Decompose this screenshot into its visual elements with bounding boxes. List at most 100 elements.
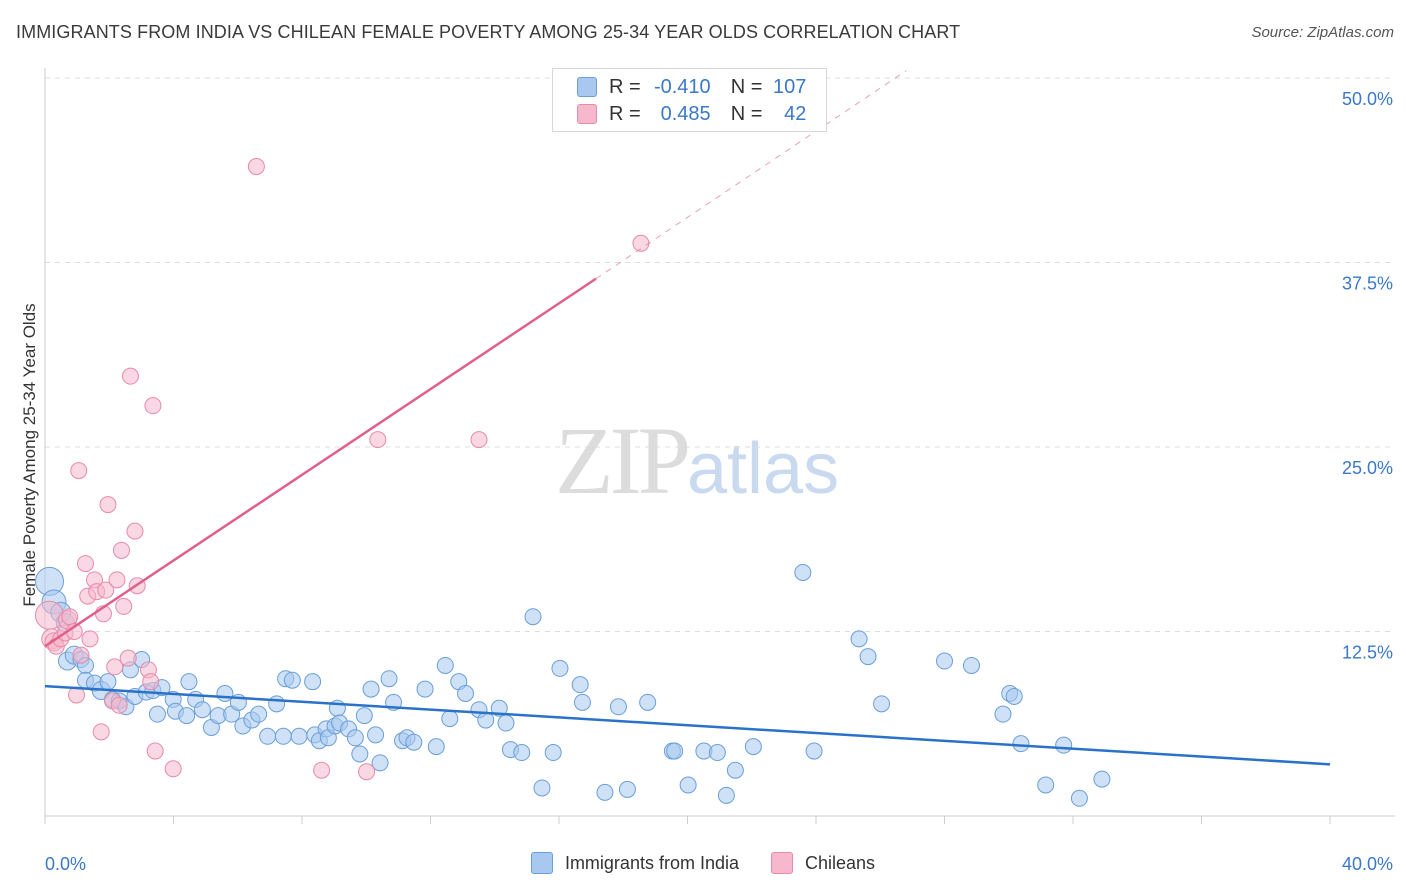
chile-point — [110, 696, 128, 714]
india-point — [346, 729, 364, 747]
india-point — [178, 707, 196, 725]
india-point — [1037, 776, 1055, 794]
n-label: N = — [730, 102, 763, 125]
india-point — [193, 701, 211, 719]
india-point — [436, 656, 454, 674]
chile-point — [81, 630, 99, 648]
india-point — [533, 779, 551, 797]
chile-point — [108, 571, 126, 589]
india-point — [1055, 736, 1073, 754]
chile-point — [72, 646, 90, 664]
india-point — [1070, 789, 1088, 807]
india-point — [99, 673, 117, 691]
chile-point — [142, 673, 160, 691]
india-point — [1012, 735, 1030, 753]
india-point — [259, 727, 277, 745]
india-point — [859, 648, 877, 666]
india-point — [250, 705, 268, 723]
india-point — [274, 727, 292, 745]
india-point — [744, 738, 762, 756]
chile-point — [369, 431, 387, 449]
india-point — [524, 608, 542, 626]
chile-point — [99, 496, 117, 514]
india-point — [351, 745, 369, 763]
legend-item-chileans[interactable]: Chileans — [771, 852, 875, 874]
india-point — [441, 710, 459, 728]
india-point — [1093, 770, 1111, 788]
stats-legend-row-chile: R = 0.485 N = 42 — [577, 102, 806, 126]
india-point — [380, 670, 398, 688]
chile-point — [119, 649, 137, 667]
india-point — [355, 707, 373, 725]
x-tick-label: 40.0% — [1342, 854, 1393, 874]
india-point — [962, 656, 980, 674]
chile-trend-extension — [595, 70, 907, 280]
india-point — [216, 684, 234, 702]
r-value: 0.485 — [660, 102, 711, 125]
legend-label: Immigrants from India — [564, 852, 739, 873]
india-point — [794, 563, 812, 581]
y-tick-label: 12.5% — [1342, 643, 1393, 663]
watermark-atlas: atlas — [687, 429, 840, 509]
chile-point — [164, 760, 182, 778]
india-trend-line — [44, 684, 1331, 766]
india-point — [805, 742, 823, 760]
r-label: R = — [609, 75, 641, 98]
india-point — [679, 776, 697, 794]
india-point — [362, 680, 380, 698]
india-point — [551, 659, 569, 677]
chile-point — [97, 581, 115, 599]
india-point — [544, 744, 562, 762]
chile-point — [112, 541, 130, 559]
y-tick-label: 25.0% — [1342, 458, 1393, 478]
chile-point — [247, 158, 265, 176]
india-point — [618, 780, 636, 798]
chile-swatch — [771, 852, 793, 874]
chile-swatch — [577, 104, 597, 124]
india-point — [457, 684, 475, 702]
india-swatch — [577, 77, 597, 97]
chile-point — [121, 367, 139, 385]
india-point — [596, 783, 614, 801]
india-point — [416, 680, 434, 698]
chile-trend-line — [44, 277, 597, 648]
watermark-zip: ZIP — [555, 407, 691, 514]
x-tick-label: 0.0% — [45, 854, 86, 874]
india-point — [573, 693, 591, 711]
india-point — [367, 726, 385, 744]
india-point — [148, 705, 166, 723]
india-point — [639, 693, 657, 711]
chile-point — [70, 462, 88, 480]
chile-point — [126, 522, 144, 540]
india-point — [497, 714, 515, 732]
india-point — [371, 754, 389, 772]
source-credit: Source: ZipAtlas.com — [1251, 24, 1394, 41]
india-point — [513, 744, 531, 762]
n-value: 107 — [773, 75, 807, 98]
india-point — [850, 630, 868, 648]
india-point — [873, 695, 891, 713]
india-point — [283, 671, 301, 689]
chile-point — [144, 397, 162, 415]
chile-point — [92, 723, 110, 741]
chile-point — [470, 431, 488, 449]
stats-legend-row-india: R = -0.410 N = 107 — [577, 75, 806, 99]
chile-point — [146, 742, 164, 760]
chile-point — [313, 761, 331, 779]
r-value: -0.410 — [653, 75, 711, 98]
chile-point — [106, 658, 124, 676]
india-point — [936, 652, 953, 670]
chile-point — [358, 763, 376, 781]
n-label: N = — [730, 75, 763, 98]
india-point — [994, 705, 1012, 723]
india-point — [304, 673, 322, 691]
india-point — [609, 698, 627, 716]
india-point — [290, 727, 308, 745]
chart-title: IMMIGRANTS FROM INDIA VS CHILEAN FEMALE … — [16, 22, 961, 42]
india-point — [268, 695, 286, 713]
stats-legend: R = -0.410 N = 107 R = 0.485 N = 42 — [552, 68, 827, 132]
legend-item-india[interactable]: Immigrants from India — [530, 852, 739, 874]
series-legend: Immigrants from India Chileans — [0, 852, 1406, 874]
legend-label: Chileans — [805, 852, 876, 873]
